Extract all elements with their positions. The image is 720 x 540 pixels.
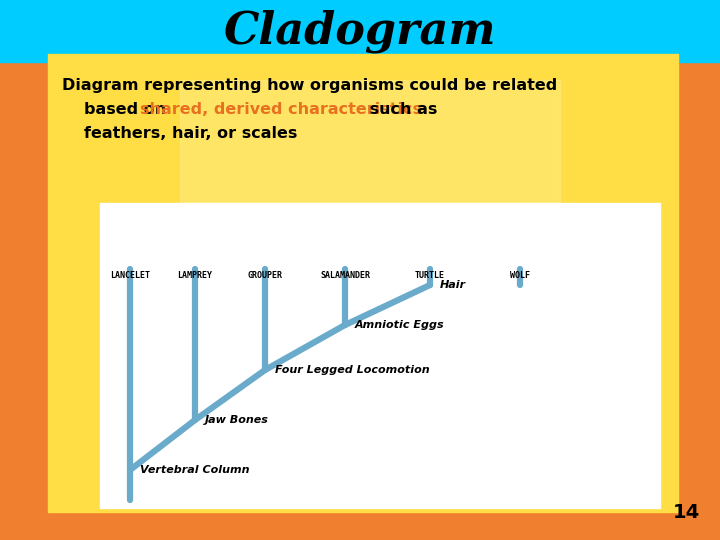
- Bar: [100, 203, 660, 508]
- Text: Amniotic Eggs: Amniotic Eggs: [355, 320, 445, 330]
- Text: TURTLE: TURTLE: [415, 271, 445, 280]
- Text: Four Legged Locomotion: Four Legged Locomotion: [275, 365, 430, 375]
- Text: such as: such as: [364, 102, 437, 117]
- Text: SALAMANDER: SALAMANDER: [320, 271, 370, 280]
- Text: LANCELET: LANCELET: [110, 271, 150, 280]
- Text: LAMPREY: LAMPREY: [178, 271, 212, 280]
- Text: Cladogram: Cladogram: [224, 9, 496, 53]
- Text: feathers, hair, or scales: feathers, hair, or scales: [84, 126, 297, 141]
- Text: Vertebral Column: Vertebral Column: [140, 465, 250, 475]
- Text: WOLF: WOLF: [510, 271, 530, 280]
- Bar: [48, 54, 678, 512]
- Text: Diagram representing how organisms could be related: Diagram representing how organisms could…: [62, 78, 557, 93]
- Text: based on: based on: [84, 102, 172, 117]
- Bar: [180, 80, 560, 460]
- Text: Jaw Bones: Jaw Bones: [205, 415, 269, 425]
- Text: Hair: Hair: [440, 280, 466, 290]
- Text: 14: 14: [672, 503, 700, 522]
- Text: GROUPER: GROUPER: [248, 271, 282, 280]
- Bar: [0, 0, 720, 62]
- Text: shared, derived characteristics: shared, derived characteristics: [140, 102, 422, 117]
